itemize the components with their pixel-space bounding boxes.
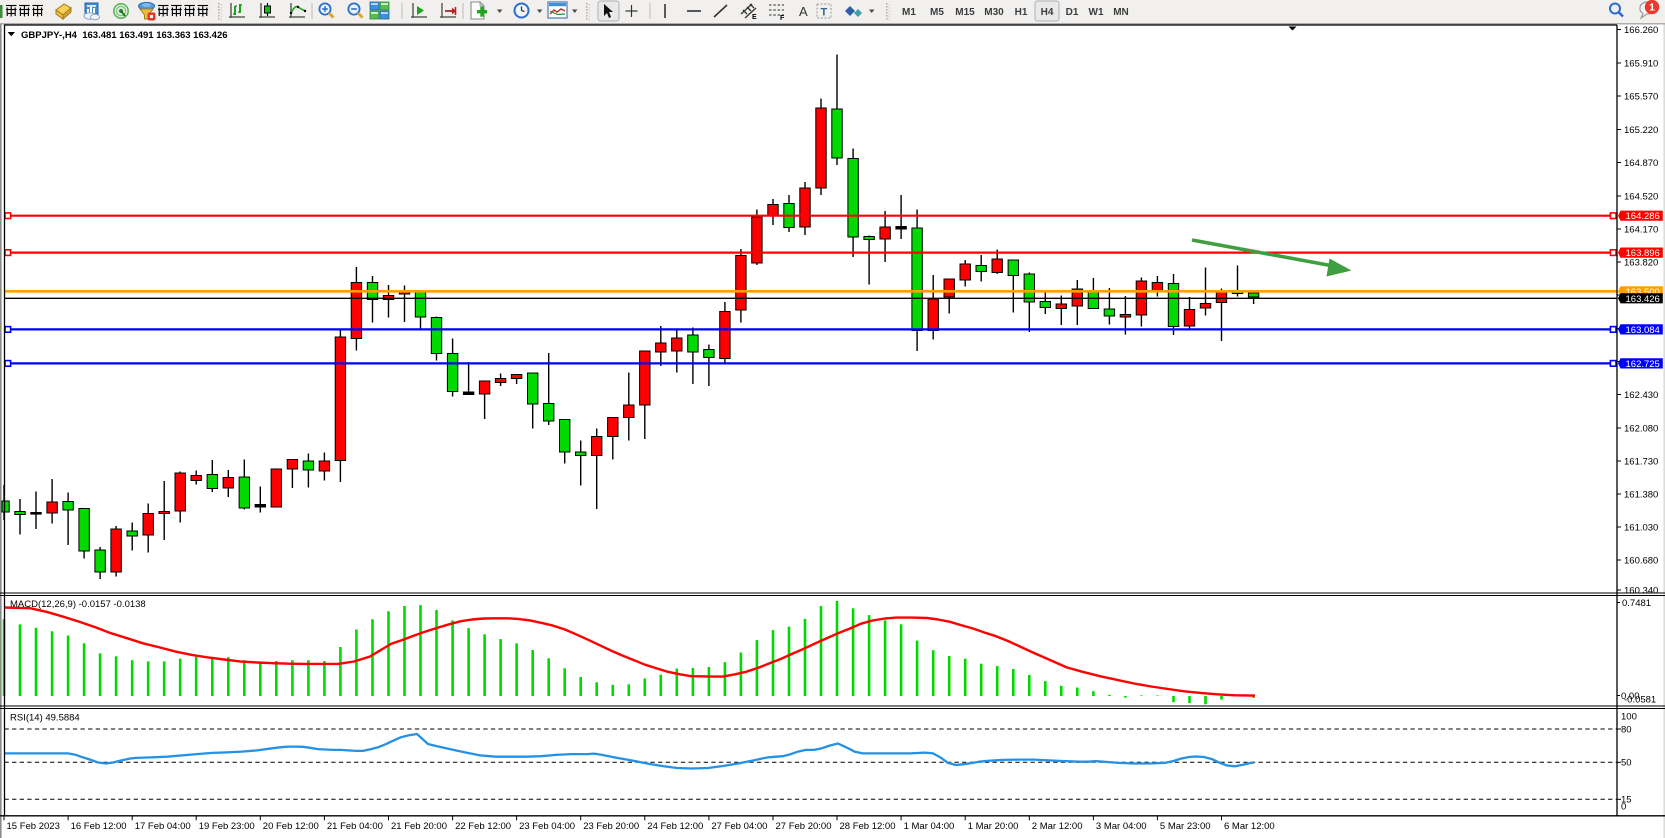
svg-text:27 Feb 20:00: 27 Feb 20:00 xyxy=(776,821,832,832)
svg-text:F: F xyxy=(780,15,785,22)
svg-text:A: A xyxy=(799,4,808,19)
svg-text:162.725: 162.725 xyxy=(1626,359,1660,370)
svg-text:0.00: 0.00 xyxy=(1621,691,1640,702)
svg-text:50: 50 xyxy=(1621,758,1632,769)
svg-text:163.820: 163.820 xyxy=(1624,257,1658,268)
svg-text:163.500: 163.500 xyxy=(1626,287,1660,298)
svg-text:80: 80 xyxy=(1621,724,1632,735)
svg-text:T: T xyxy=(821,7,828,19)
svg-text:164.870: 164.870 xyxy=(1624,158,1658,169)
svg-text:162.080: 162.080 xyxy=(1624,423,1658,434)
svg-text:M5: M5 xyxy=(930,7,944,18)
svg-text:23 Feb 20:00: 23 Feb 20:00 xyxy=(583,821,639,832)
svg-text:20 Feb 12:00: 20 Feb 12:00 xyxy=(263,821,319,832)
svg-text:161.730: 161.730 xyxy=(1624,456,1658,467)
svg-text:19 Feb 23:00: 19 Feb 23:00 xyxy=(199,821,255,832)
svg-text:MN: MN xyxy=(1113,7,1129,18)
svg-text:161.030: 161.030 xyxy=(1624,522,1658,533)
svg-text:W1: W1 xyxy=(1089,7,1104,18)
svg-text:1 Mar 20:00: 1 Mar 20:00 xyxy=(968,821,1019,832)
svg-text:21 Feb 04:00: 21 Feb 04:00 xyxy=(327,821,383,832)
svg-text:166.260: 166.260 xyxy=(1624,25,1658,36)
svg-text:M15: M15 xyxy=(955,7,975,18)
svg-text:163.084: 163.084 xyxy=(1626,325,1660,336)
svg-text:160.340: 160.340 xyxy=(1624,585,1658,596)
svg-text:15 Feb 2023: 15 Feb 2023 xyxy=(7,821,60,832)
svg-text:1 Mar 04:00: 1 Mar 04:00 xyxy=(904,821,955,832)
svg-text:3 Mar 04:00: 3 Mar 04:00 xyxy=(1096,821,1147,832)
svg-text:M30: M30 xyxy=(984,7,1004,18)
svg-text:15: 15 xyxy=(1621,795,1632,806)
svg-text:22 Feb 12:00: 22 Feb 12:00 xyxy=(455,821,511,832)
svg-text:-0.0581: -0.0581 xyxy=(1624,695,1656,706)
svg-text:160.680: 160.680 xyxy=(1624,555,1658,566)
svg-text:M1: M1 xyxy=(902,7,916,18)
svg-text:28 Feb 12:00: 28 Feb 12:00 xyxy=(840,821,896,832)
svg-text:164.520: 164.520 xyxy=(1624,191,1658,202)
svg-text:0.7481: 0.7481 xyxy=(1622,598,1651,609)
svg-text:6 Mar 12:00: 6 Mar 12:00 xyxy=(1224,821,1275,832)
svg-text:21 Feb 20:00: 21 Feb 20:00 xyxy=(391,821,447,832)
svg-text:165.570: 165.570 xyxy=(1624,91,1658,102)
svg-text:H1: H1 xyxy=(1015,7,1028,18)
svg-text:165.910: 165.910 xyxy=(1624,58,1658,69)
svg-text:162.430: 162.430 xyxy=(1624,390,1658,401)
svg-text:E: E xyxy=(752,14,757,21)
svg-text:100: 100 xyxy=(1621,712,1637,723)
svg-text:24 Feb 12:00: 24 Feb 12:00 xyxy=(647,821,703,832)
svg-text:5 Mar 23:00: 5 Mar 23:00 xyxy=(1160,821,1211,832)
svg-text:164.286: 164.286 xyxy=(1626,211,1660,222)
svg-text:0: 0 xyxy=(1621,802,1626,813)
svg-text:MACD(12,26,9) -0.0157 -0.0138: MACD(12,26,9) -0.0157 -0.0138 xyxy=(10,599,146,610)
svg-text:163.896: 163.896 xyxy=(1626,248,1660,259)
svg-text:164.170: 164.170 xyxy=(1624,224,1658,235)
svg-text:16 Feb 12:00: 16 Feb 12:00 xyxy=(71,821,127,832)
svg-text:161.380: 161.380 xyxy=(1624,489,1658,500)
svg-text:165.220: 165.220 xyxy=(1624,125,1658,136)
svg-text:17 Feb 04:00: 17 Feb 04:00 xyxy=(135,821,191,832)
svg-text:27 Feb 04:00: 27 Feb 04:00 xyxy=(711,821,767,832)
svg-text:2 Mar 12:00: 2 Mar 12:00 xyxy=(1032,821,1083,832)
svg-text:163.426: 163.426 xyxy=(1626,294,1660,305)
svg-text:H4: H4 xyxy=(1041,7,1054,18)
svg-text:1: 1 xyxy=(1649,2,1655,14)
svg-text:D1: D1 xyxy=(1066,7,1079,18)
svg-text:RSI(14) 49.5884: RSI(14) 49.5884 xyxy=(10,713,80,724)
svg-text:23 Feb 04:00: 23 Feb 04:00 xyxy=(519,821,575,832)
svg-text:GBPJPY-,H4 163.481 163.491 16: GBPJPY-,H4 163.481 163.491 163.363 163.4… xyxy=(21,30,228,41)
